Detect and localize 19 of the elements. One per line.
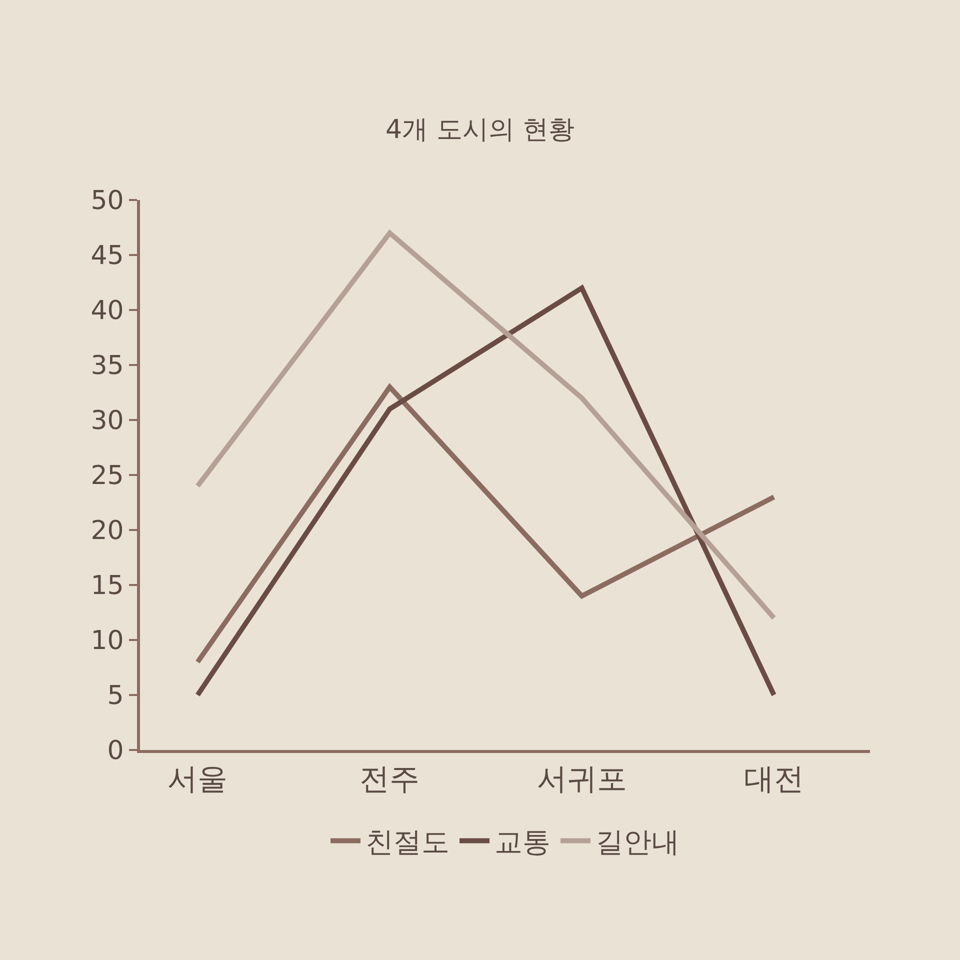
y-tick-label: 50 (90, 186, 124, 216)
y-tick-label: 15 (90, 571, 124, 602)
y-tick-label: 0 (107, 736, 124, 766)
y-tick-label: 40 (90, 296, 124, 326)
y-tick-label: 20 (90, 516, 124, 546)
legend-label: 길안내 (596, 826, 680, 859)
legend-label: 교통 (494, 826, 550, 859)
legend-label: 친절도 (366, 826, 450, 859)
chart-title: 4개 도시의 현황 (385, 115, 575, 146)
x-tick-label: 서울 (168, 762, 228, 797)
x-tick-label: 서귀포 (536, 762, 627, 797)
y-tick-label: 45 (90, 241, 124, 272)
y-tick-label: 10 (90, 626, 124, 656)
x-tick-label: 대전 (744, 762, 804, 797)
y-tick-label: 5 (107, 681, 124, 712)
y-tick-label: 35 (90, 351, 124, 382)
x-tick-label: 전주 (360, 762, 420, 797)
y-tick-label: 30 (90, 406, 124, 436)
y-tick-label: 25 (90, 461, 124, 492)
